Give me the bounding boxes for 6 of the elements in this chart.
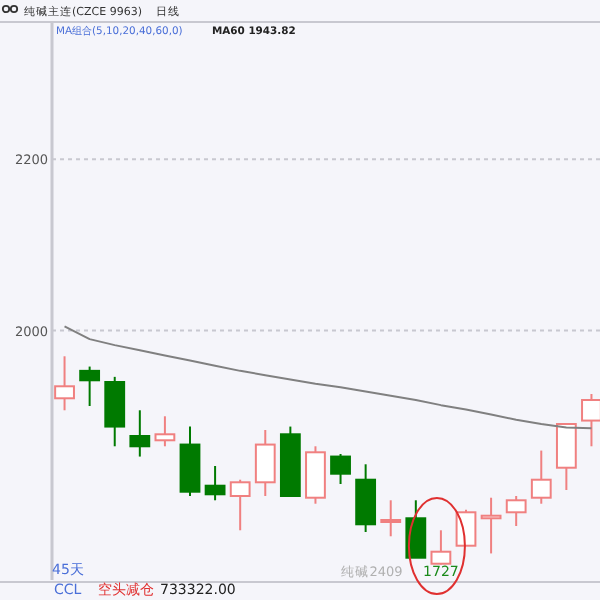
candlestick	[355, 463, 377, 533]
candlestick	[254, 429, 276, 497]
candlestick	[54, 355, 75, 412]
candlestick	[129, 409, 151, 458]
candlestick	[380, 499, 402, 538]
candlestick	[480, 496, 502, 555]
